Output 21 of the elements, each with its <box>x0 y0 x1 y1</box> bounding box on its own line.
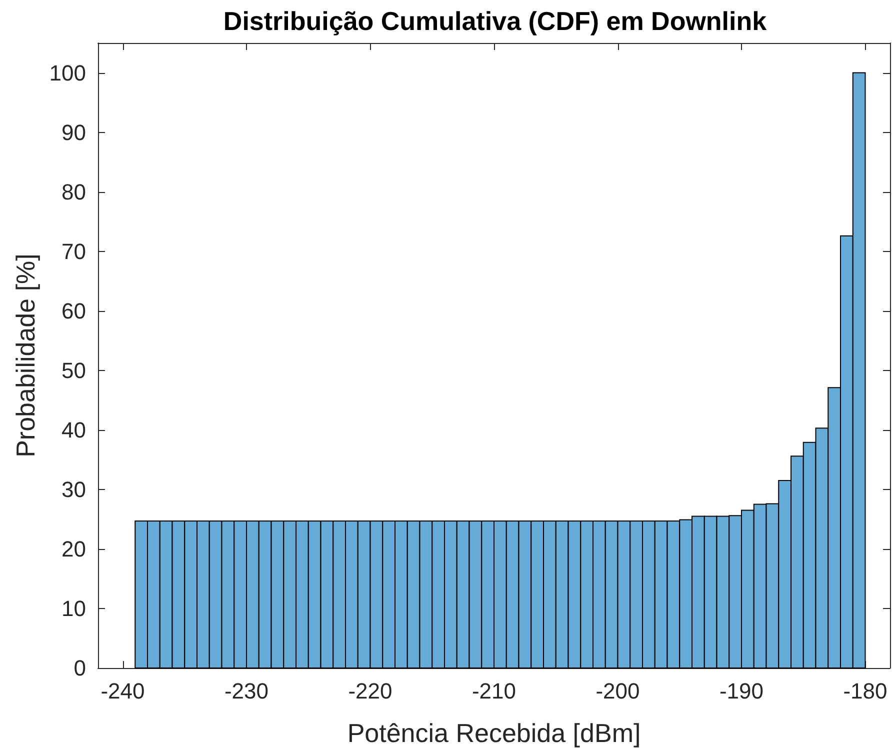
x-tick-label: -190 <box>719 678 764 704</box>
x-tick-label: -240 <box>100 678 145 704</box>
y-tick-label: 100 <box>49 60 86 86</box>
chart-title: Distribuição Cumulativa (CDF) em Downlink <box>223 6 768 36</box>
y-tick-label: 90 <box>62 120 86 145</box>
y-tick-label: 60 <box>62 298 86 324</box>
x-tick-label: -200 <box>596 678 640 704</box>
y-tick-label: 0 <box>74 656 86 680</box>
y-tick-label: 40 <box>62 417 86 442</box>
x-tick-label: -210 <box>472 678 516 704</box>
x-tick-label: -230 <box>224 678 269 704</box>
y-axis-title: Probabilidade [%] <box>10 254 40 458</box>
y-tick-label: 10 <box>62 596 86 621</box>
x-axis-title: Potência Recebida [dBm] <box>347 718 641 748</box>
y-tick-label: 50 <box>62 358 86 383</box>
x-tick-label: -220 <box>348 678 392 704</box>
y-tick-label: 30 <box>62 476 86 502</box>
y-tick-label: 80 <box>62 179 86 204</box>
y-tick-label: 70 <box>62 238 86 264</box>
y-tick-label: 20 <box>62 536 86 562</box>
x-tick-label: -180 <box>843 678 888 704</box>
